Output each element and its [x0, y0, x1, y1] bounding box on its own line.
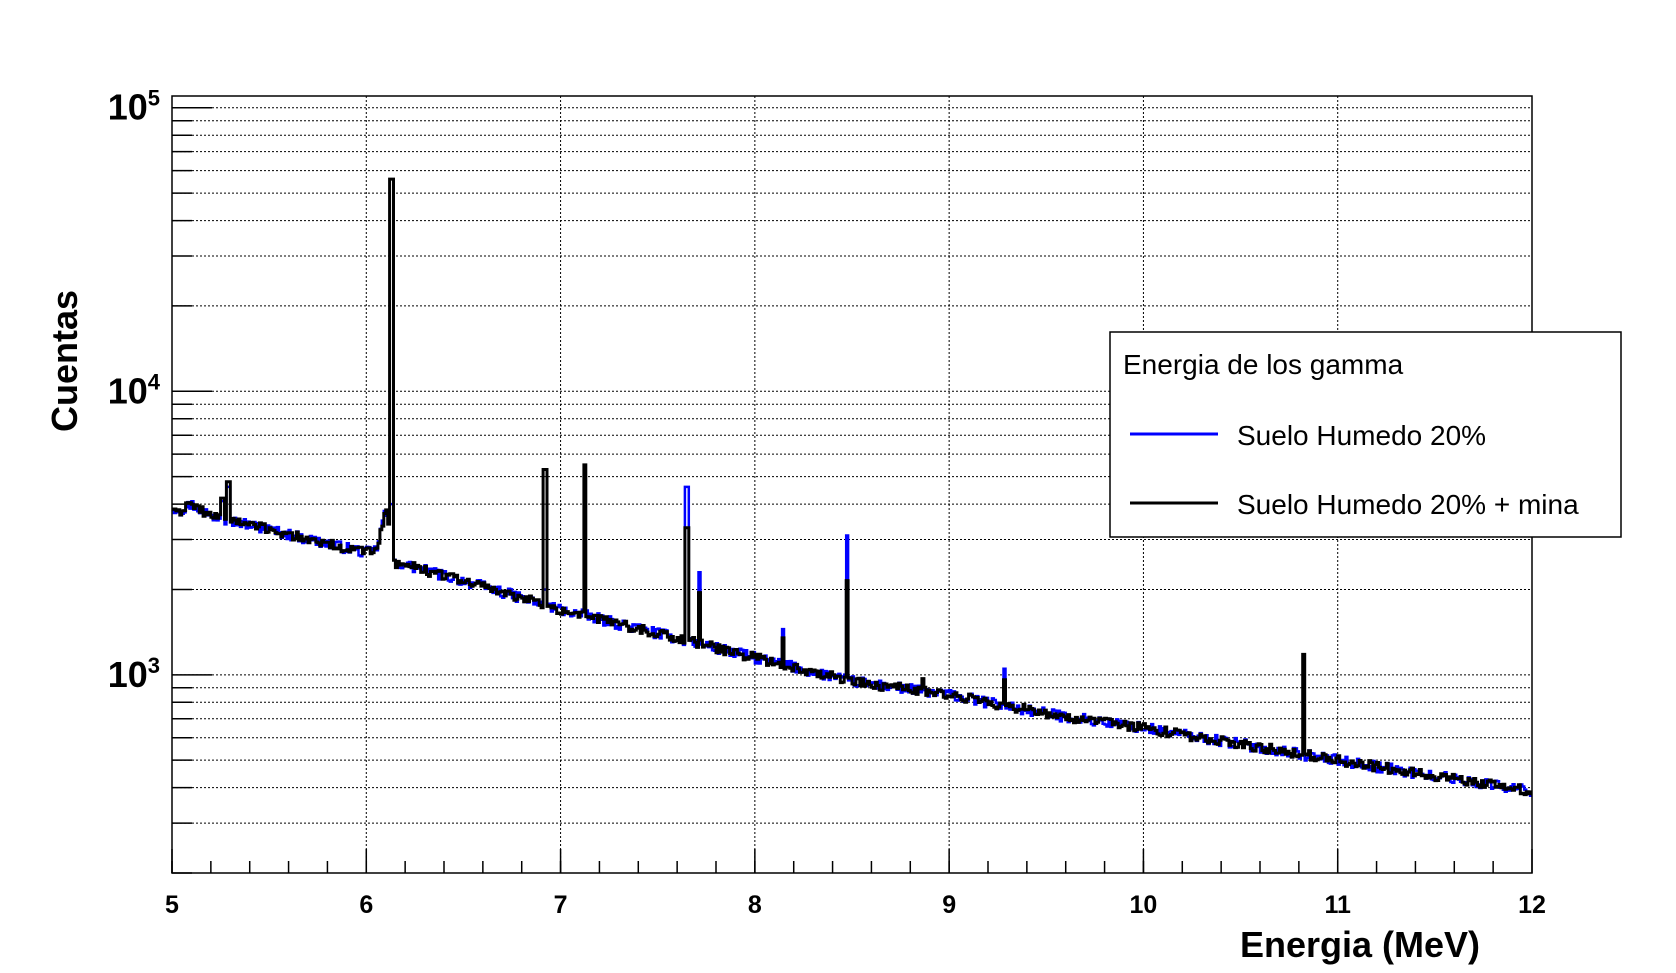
legend-entry-0: Suelo Humedo 20%: [1237, 420, 1486, 451]
legend-title: Energia de los gamma: [1123, 349, 1404, 380]
x-tick-label: 12: [1518, 891, 1546, 919]
y-tick-label: 104: [108, 369, 161, 411]
x-tick-label: 8: [748, 891, 762, 919]
x-tick-label: 5: [165, 891, 179, 919]
series-layer: [172, 177, 1532, 798]
x-axis-title: Energia (MeV): [1240, 924, 1480, 965]
legend-entry-1: Suelo Humedo 20% + mina: [1237, 489, 1579, 520]
series-suelo-humedo-mina: [172, 177, 1532, 797]
x-tick-label: 9: [942, 891, 956, 919]
x-tick-label: 11: [1324, 891, 1351, 919]
y-tick-label: 105: [108, 86, 160, 128]
legend: Energia de los gamma Suelo Humedo 20% Su…: [1109, 331, 1622, 538]
x-tick-label: 10: [1130, 891, 1158, 919]
x-tick-label: 6: [359, 891, 373, 919]
ticks-layer: [171, 106, 1533, 874]
tick-labels: 5 6 7 8 9 10 11 12 103 104 105: [108, 86, 1546, 919]
y-axis-title: Cuentas: [44, 290, 85, 432]
y-tick-label: 103: [108, 653, 160, 695]
x-tick-label: 7: [554, 891, 568, 919]
